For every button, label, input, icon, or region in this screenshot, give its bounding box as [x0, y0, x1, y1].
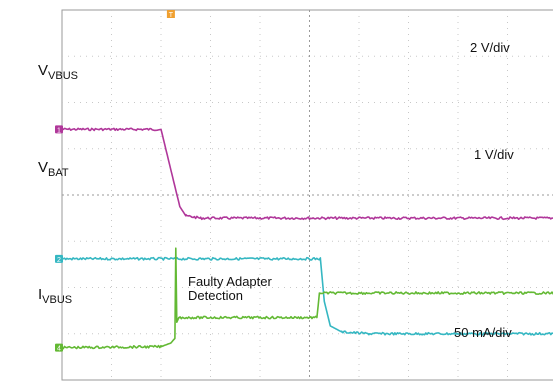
channel-marker-number: 1	[57, 127, 61, 134]
vbus-current-label: IVBUS	[38, 286, 73, 306]
trace-i-vbus	[61, 247, 553, 350]
channel-marker-number: 2	[57, 257, 61, 264]
trigger-marker	[166, 10, 175, 18]
ivbus-scale-label: 50 mA/div	[454, 325, 512, 340]
channel-marker-number: 4	[57, 346, 61, 353]
channel-marker-2	[55, 254, 63, 263]
vbus-scale-label: 2 V/div	[470, 40, 510, 55]
channel-marker-3	[55, 343, 63, 352]
trigger-marker-label: T	[169, 12, 174, 19]
trace-v-bat	[61, 256, 553, 336]
vbat-scale-label: 1 V/div	[474, 147, 514, 162]
trace-v-vbus	[61, 127, 553, 221]
channel-marker-1	[55, 125, 63, 134]
vbat-voltage-label: VBAT	[38, 159, 69, 179]
faulty-adapter-annotation: Faulty Adapter Detection	[188, 274, 272, 303]
vbus-voltage-label: VVBUS	[38, 62, 78, 82]
